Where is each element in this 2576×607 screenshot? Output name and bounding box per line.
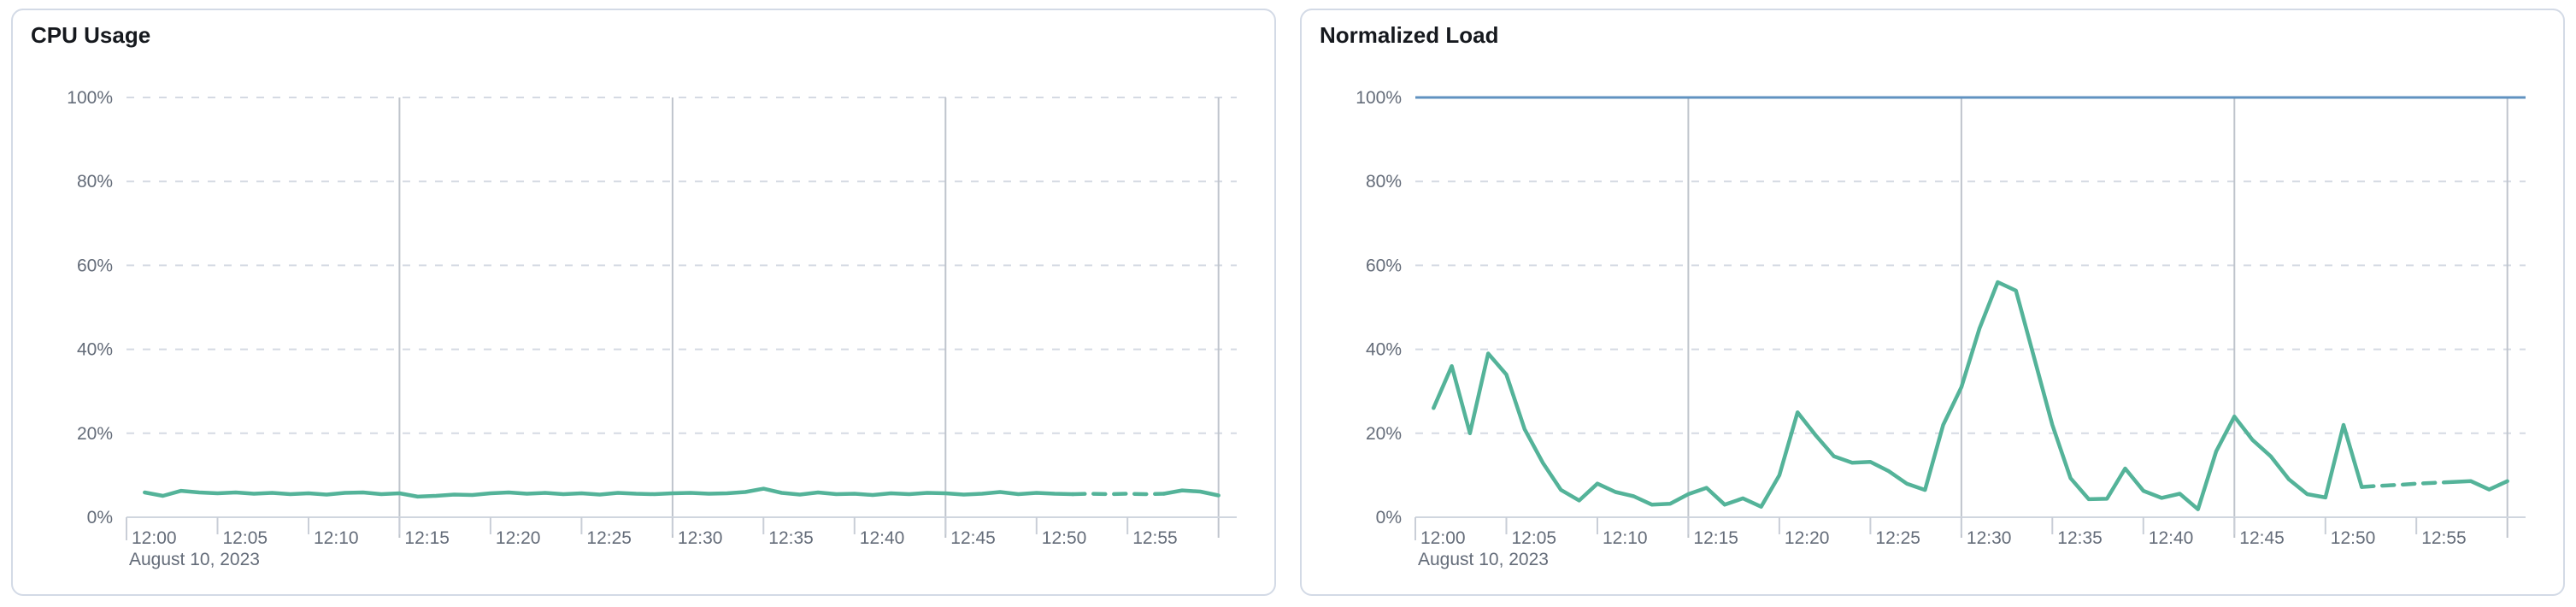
x-axis-ticks xyxy=(1414,517,2418,540)
normalized-load-panel: Normalized Load 100% 80% 60% 40% 20% 0% 12:00 1… xyxy=(1300,9,2565,596)
normalized-load-line xyxy=(1432,280,2509,511)
svg-text:20%: 20% xyxy=(77,424,113,444)
svg-text:12:40: 12:40 xyxy=(2149,528,2194,548)
svg-text:100%: 100% xyxy=(1356,88,1402,108)
cpu-usage-line xyxy=(143,486,1220,499)
svg-text:12:25: 12:25 xyxy=(586,528,632,548)
x-axis-date-label: August 10, 2023 xyxy=(1418,550,1549,569)
svg-text:40%: 40% xyxy=(77,340,113,360)
svg-text:12:10: 12:10 xyxy=(314,528,359,548)
svg-text:12:45: 12:45 xyxy=(950,528,996,548)
x-axis-date-label: August 10, 2023 xyxy=(129,550,260,569)
normalized-load-chart[interactable]: 100% 80% 60% 40% 20% 0% 12:00 12:05 12:10 12:15 12… xyxy=(1302,10,2563,594)
svg-text:0%: 0% xyxy=(87,508,113,527)
vertical-gridlines xyxy=(398,97,1220,538)
x-axis-ticks xyxy=(126,517,1129,540)
horizontal-gridlines xyxy=(126,97,1237,434)
x-axis-labels: 12:00 12:05 12:10 12:15 12:20 12:25 12:30 12:35… xyxy=(129,528,1178,569)
panel-title-cpu-usage: CPU Usage xyxy=(31,22,151,48)
plot-area[interactable] xyxy=(1415,97,2526,517)
svg-text:40%: 40% xyxy=(1366,340,1402,360)
svg-text:12:40: 12:40 xyxy=(860,528,905,548)
svg-text:60%: 60% xyxy=(1366,256,1402,275)
y-axis-labels: 100% 80% 60% 40% 20% 0% xyxy=(1356,88,1402,527)
svg-text:80%: 80% xyxy=(77,172,113,192)
svg-text:12:00: 12:00 xyxy=(1420,528,1466,548)
svg-text:0%: 0% xyxy=(1376,508,1402,527)
vertical-gridlines xyxy=(1687,97,2508,538)
svg-text:12:20: 12:20 xyxy=(496,528,541,548)
svg-text:12:45: 12:45 xyxy=(2239,528,2285,548)
svg-text:12:10: 12:10 xyxy=(1603,528,1648,548)
svg-text:12:05: 12:05 xyxy=(1512,528,1557,548)
svg-text:12:50: 12:50 xyxy=(1042,528,1087,548)
svg-text:12:35: 12:35 xyxy=(768,528,814,548)
svg-text:12:30: 12:30 xyxy=(1967,528,2012,548)
svg-text:12:20: 12:20 xyxy=(1785,528,1830,548)
x-axis-labels: 12:00 12:05 12:10 12:15 12:20 12:25 12:30 12:35… xyxy=(1418,528,2467,569)
svg-text:12:05: 12:05 xyxy=(223,528,268,548)
svg-text:12:25: 12:25 xyxy=(1875,528,1920,548)
svg-text:100%: 100% xyxy=(67,88,113,108)
svg-text:12:55: 12:55 xyxy=(2421,528,2467,548)
cpu-usage-panel: CPU Usage 100% 80% 60% 40% 20% 0% 12:00 12:05 12… xyxy=(11,9,1276,596)
cpu-usage-chart[interactable]: 100% 80% 60% 40% 20% 0% 12:00 12:05 12:10 12:15 12… xyxy=(13,10,1274,594)
panel-title-normalized-load: Normalized Load xyxy=(1320,22,1499,48)
svg-text:12:15: 12:15 xyxy=(404,528,450,548)
svg-text:12:15: 12:15 xyxy=(1693,528,1738,548)
svg-text:12:35: 12:35 xyxy=(2057,528,2103,548)
svg-text:12:00: 12:00 xyxy=(132,528,177,548)
svg-text:80%: 80% xyxy=(1366,172,1402,192)
svg-text:60%: 60% xyxy=(77,256,113,275)
plot-area[interactable] xyxy=(126,97,1237,517)
svg-text:12:30: 12:30 xyxy=(678,528,723,548)
svg-text:12:50: 12:50 xyxy=(2331,528,2376,548)
y-axis-labels: 100% 80% 60% 40% 20% 0% xyxy=(67,88,113,527)
svg-text:20%: 20% xyxy=(1366,424,1402,444)
svg-text:12:55: 12:55 xyxy=(1132,528,1178,548)
